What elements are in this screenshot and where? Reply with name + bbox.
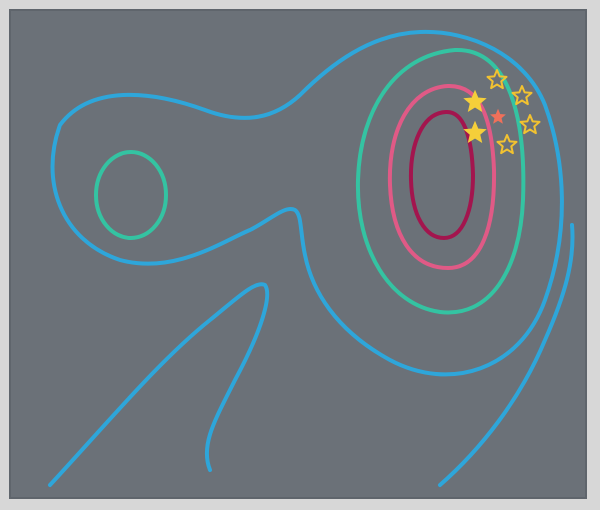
diagram-panel [10,10,586,498]
